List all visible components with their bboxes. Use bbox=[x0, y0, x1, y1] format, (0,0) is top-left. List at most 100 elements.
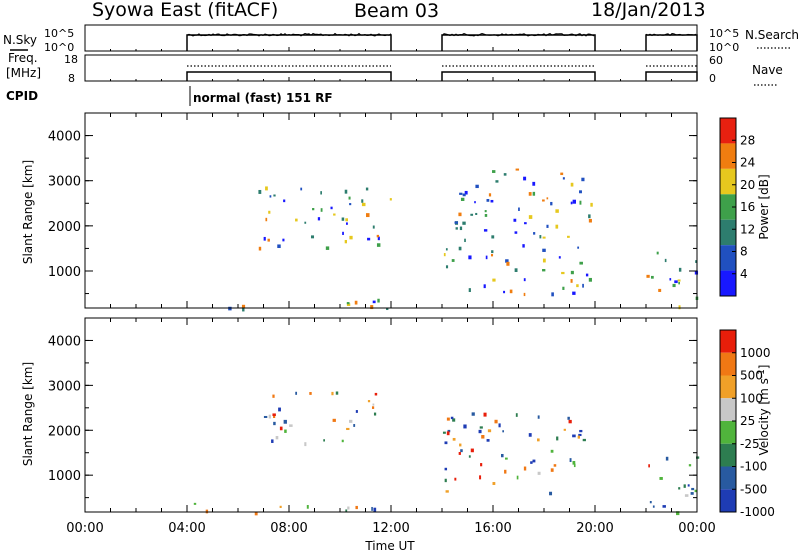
data-cell bbox=[468, 455, 471, 458]
data-cell bbox=[530, 461, 533, 464]
freq-segment bbox=[441, 71, 596, 81]
data-cell bbox=[373, 507, 377, 512]
data-cell bbox=[454, 221, 459, 224]
data-cell bbox=[361, 202, 366, 207]
data-cell bbox=[320, 191, 322, 195]
data-cell bbox=[279, 426, 283, 431]
data-cell bbox=[506, 261, 510, 266]
data-cell bbox=[684, 494, 689, 497]
velocity-colorbar-label: Velocity [m s-1] bbox=[757, 365, 771, 456]
data-cell bbox=[490, 199, 494, 203]
nsky-segment bbox=[645, 34, 698, 51]
data-cell bbox=[470, 448, 474, 453]
data-cell bbox=[484, 214, 488, 217]
power-panel: 1000 2000 3000 4000 Slant Range [km] bbox=[21, 112, 699, 312]
data-cell bbox=[491, 235, 495, 239]
data-cell bbox=[454, 477, 457, 481]
data-cell bbox=[532, 191, 536, 196]
data-cell bbox=[462, 221, 466, 225]
data-cell bbox=[487, 429, 492, 433]
data-cell bbox=[355, 410, 358, 413]
data-cell bbox=[678, 487, 681, 490]
power-xticks bbox=[84, 113, 698, 308]
data-cell bbox=[377, 236, 380, 241]
data-cell bbox=[271, 439, 274, 443]
data-cell bbox=[267, 238, 270, 242]
data-cell bbox=[273, 414, 276, 419]
xtick-label: 00:00 bbox=[678, 521, 715, 536]
ytick-label: 2000 bbox=[48, 424, 81, 439]
data-cell bbox=[347, 506, 350, 510]
data-cell bbox=[550, 449, 554, 453]
data-cell bbox=[346, 303, 351, 306]
data-cell bbox=[572, 199, 576, 204]
data-cell bbox=[678, 305, 681, 310]
colorbar-label: -500 bbox=[740, 482, 767, 496]
colorbar-label: 1000 bbox=[740, 346, 771, 360]
data-cell bbox=[374, 392, 378, 396]
data-cell bbox=[481, 435, 485, 439]
data-cell bbox=[573, 463, 576, 468]
colorbar-swatch bbox=[720, 330, 736, 353]
data-cell bbox=[486, 199, 490, 202]
data-cell bbox=[537, 438, 540, 442]
data-cell bbox=[492, 170, 496, 173]
data-cell bbox=[443, 253, 446, 257]
data-cell bbox=[372, 300, 376, 304]
data-cell bbox=[459, 192, 463, 195]
data-cell bbox=[344, 239, 347, 244]
data-cell bbox=[446, 431, 450, 436]
data-cell bbox=[518, 207, 520, 211]
nave-tick-top: 60 bbox=[709, 54, 723, 67]
data-cell bbox=[659, 476, 663, 480]
velocity-panel: 1000 2000 3000 4000 00:00 04:00 08:00 12:00 16:… bbox=[21, 317, 716, 553]
data-cell bbox=[341, 217, 345, 221]
colorbar-label: 24 bbox=[740, 156, 755, 170]
data-cell bbox=[572, 460, 576, 465]
data-cell bbox=[295, 218, 298, 222]
xtick-label: 08:00 bbox=[270, 521, 307, 536]
nsky-panel: N.Sky 10^5 10^0 10^5 10^0 N.Search bbox=[3, 24, 799, 54]
cpid-label: CPID bbox=[6, 89, 38, 103]
colorbar-swatch bbox=[720, 194, 736, 220]
data-cell bbox=[588, 218, 592, 223]
data-cell bbox=[228, 306, 232, 311]
data-cell bbox=[284, 429, 287, 433]
power-ylabel: Slant Range [km] bbox=[21, 160, 35, 264]
colorbar-label: 28 bbox=[740, 133, 755, 147]
data-cell bbox=[570, 182, 574, 187]
data-cell bbox=[468, 255, 472, 260]
data-cell bbox=[349, 235, 353, 240]
data-cell bbox=[650, 275, 654, 279]
data-cell bbox=[542, 236, 546, 239]
data-cell bbox=[265, 186, 268, 191]
data-cell bbox=[258, 189, 262, 194]
power-colorbar-label: Power [dB] bbox=[757, 174, 771, 239]
colorbar-swatch bbox=[720, 219, 736, 246]
ytick-label: 3000 bbox=[48, 175, 81, 190]
data-cell bbox=[515, 168, 520, 171]
freq-label: Freq. bbox=[8, 51, 38, 65]
data-cell bbox=[649, 500, 652, 504]
colorbar-swatch bbox=[720, 168, 736, 195]
xtick-label: 00:00 bbox=[66, 521, 103, 536]
data-cell bbox=[579, 200, 582, 205]
xtick-label: 16:00 bbox=[474, 521, 511, 536]
data-cell bbox=[542, 258, 546, 263]
data-cell bbox=[579, 190, 582, 194]
data-cell bbox=[283, 419, 287, 424]
data-cell bbox=[304, 442, 307, 447]
data-cell bbox=[479, 475, 482, 480]
data-cell bbox=[691, 487, 695, 491]
data-cell bbox=[254, 511, 258, 516]
xtick-label: 20:00 bbox=[576, 521, 613, 536]
nsearch-label: N.Search bbox=[745, 28, 799, 42]
data-cell bbox=[445, 265, 449, 269]
colorbar-swatch bbox=[720, 270, 736, 296]
data-cell bbox=[694, 270, 699, 275]
nsearch-tick-top: 10^5 bbox=[709, 27, 739, 40]
power-data bbox=[228, 168, 699, 312]
data-cell bbox=[578, 433, 582, 437]
data-cell bbox=[582, 283, 584, 288]
data-cell bbox=[459, 443, 462, 447]
